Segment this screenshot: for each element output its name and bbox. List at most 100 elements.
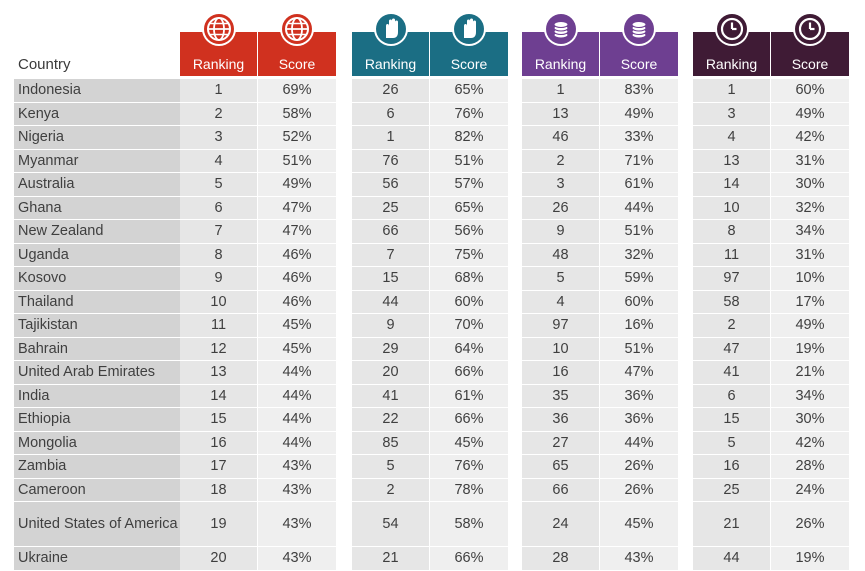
ranking-cell: 48 (522, 243, 599, 266)
score-cell: 31% (771, 243, 849, 266)
score-cell: 51% (600, 337, 678, 360)
ranking-cell: 2 (693, 314, 770, 337)
ranking-cell: 9 (180, 267, 257, 290)
score-cell: 70% (430, 314, 508, 337)
ranking-cell: 54 (352, 502, 429, 546)
score-cell: 76% (430, 455, 508, 478)
ranking-cell: 44 (352, 290, 429, 313)
score-cell: 49% (258, 173, 336, 196)
ranking-cell: 19 (180, 502, 257, 546)
score-cell: 75% (430, 243, 508, 266)
ranking-cell: 24 (522, 502, 599, 546)
score-cell: 66% (430, 361, 508, 384)
country-cell: Kenya (14, 102, 180, 125)
ranking-cell: 66 (352, 220, 429, 243)
score-cell: 60% (600, 290, 678, 313)
ranking-cell: 26 (522, 196, 599, 219)
score-cell: 45% (258, 337, 336, 360)
score-cell: 19% (771, 547, 849, 570)
ranking-cell: 29 (352, 337, 429, 360)
score-cell: 43% (258, 455, 336, 478)
ranking-cell: 5 (522, 267, 599, 290)
country-cell: Ghana (14, 196, 180, 219)
ranking-cell: 3 (522, 173, 599, 196)
score-cell: 82% (430, 126, 508, 149)
ranking-cell: 13 (180, 361, 257, 384)
ranking-cell: 10 (522, 337, 599, 360)
score-header-label: Score (791, 56, 829, 72)
ranking-cell: 25 (352, 196, 429, 219)
ranking-cell: 12 (180, 337, 257, 360)
score-cell: 45% (258, 314, 336, 337)
ranking-header: Ranking (693, 12, 770, 76)
score-header-label: Score (620, 56, 658, 72)
ranking-cell: 41 (352, 384, 429, 407)
ranking-cell: 66 (522, 478, 599, 501)
score-cell: 26% (600, 455, 678, 478)
score-cell: 10% (771, 267, 849, 290)
score-cell: 34% (771, 384, 849, 407)
ranking-cell: 16 (522, 361, 599, 384)
ranking-cell: 47 (693, 337, 770, 360)
ranking-cell: 5 (180, 173, 257, 196)
ranking-cell: 25 (693, 478, 770, 501)
ranking-cell: 58 (693, 290, 770, 313)
score-cell: 43% (258, 502, 336, 546)
country-cell: Myanmar (14, 149, 180, 172)
country-cell: India (14, 384, 180, 407)
raised-hand-icon (374, 12, 408, 46)
score-header-label: Score (450, 56, 488, 72)
score-cell: 46% (258, 267, 336, 290)
ranking-cell: 26 (352, 79, 429, 102)
clock-icon (715, 12, 749, 46)
country-cell: Bahrain (14, 337, 180, 360)
score-cell: 59% (600, 267, 678, 290)
country-cell: Zambia (14, 455, 180, 478)
score-cell: 44% (258, 361, 336, 384)
ranking-cell: 8 (180, 243, 257, 266)
ranking-header-label: Ranking (534, 56, 587, 72)
score-cell: 28% (771, 455, 849, 478)
ranking-header-label: Ranking (192, 56, 245, 72)
ranking-cell: 11 (693, 243, 770, 266)
score-cell: 36% (600, 408, 678, 431)
score-cell: 44% (258, 431, 336, 454)
score-cell: 60% (430, 290, 508, 313)
score-cell: 69% (258, 79, 336, 102)
score-cell: 61% (430, 384, 508, 407)
score-cell: 51% (430, 149, 508, 172)
ranking-cell: 5 (352, 455, 429, 478)
score-cell: 44% (600, 431, 678, 454)
country-cell: Tajikistan (14, 314, 180, 337)
ranking-cell: 56 (352, 173, 429, 196)
ranking-cell: 16 (180, 431, 257, 454)
ranking-cell: 1 (693, 79, 770, 102)
ranking-cell: 14 (693, 173, 770, 196)
ranking-cell: 15 (180, 408, 257, 431)
score-cell: 78% (430, 478, 508, 501)
ranking-cell: 6 (693, 384, 770, 407)
ranking-header: Ranking (522, 12, 599, 76)
score-cell: 46% (258, 243, 336, 266)
ranking-cell: 85 (352, 431, 429, 454)
score-cell: 45% (430, 431, 508, 454)
ranking-cell: 21 (693, 502, 770, 546)
score-cell: 83% (600, 79, 678, 102)
country-cell: Cameroon (14, 478, 180, 501)
ranking-cell: 20 (180, 547, 257, 570)
ranking-cell: 6 (352, 102, 429, 125)
score-cell: 16% (600, 314, 678, 337)
ranking-cell: 3 (180, 126, 257, 149)
score-cell: 66% (430, 547, 508, 570)
ranking-cell: 16 (693, 455, 770, 478)
ranking-cell: 9 (352, 314, 429, 337)
ranking-cell: 9 (522, 220, 599, 243)
country-cell: Mongolia (14, 431, 180, 454)
ranking-cell: 10 (180, 290, 257, 313)
score-cell: 21% (771, 361, 849, 384)
score-cell: 26% (771, 502, 849, 546)
country-cell: Indonesia (14, 79, 180, 102)
ranking-cell: 2 (180, 102, 257, 125)
score-header: Score (771, 12, 849, 76)
country-cell: United Arab Emirates (14, 361, 180, 384)
